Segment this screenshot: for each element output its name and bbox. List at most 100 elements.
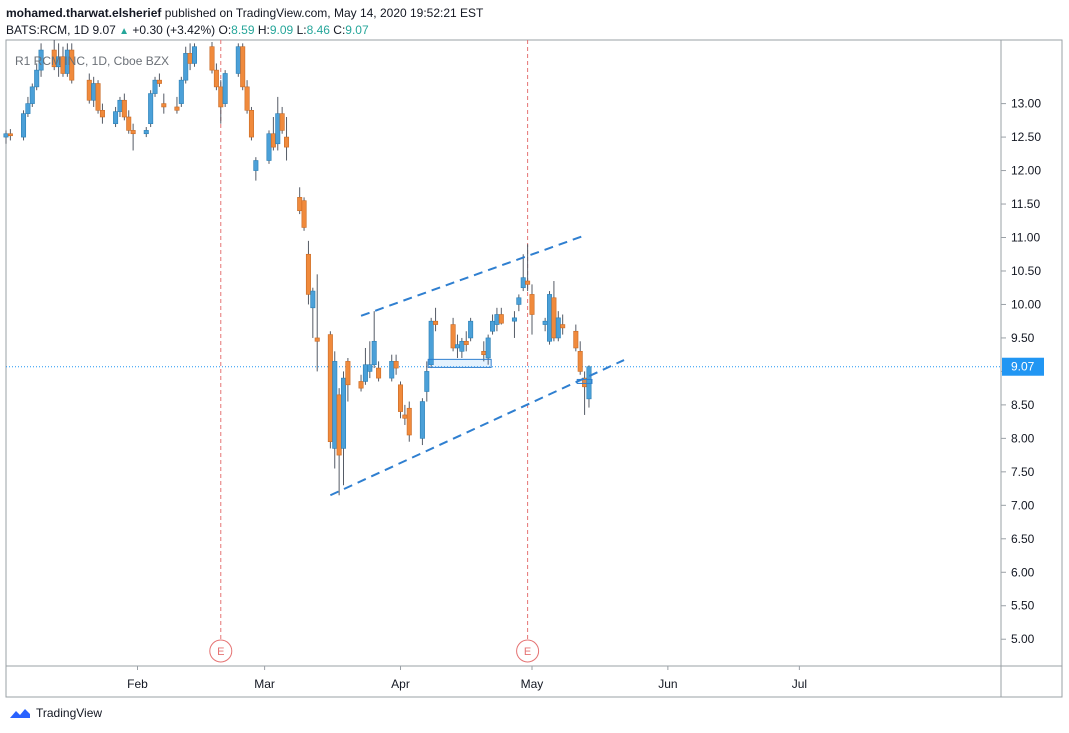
candle-body	[327, 334, 333, 443]
candle-body	[284, 136, 290, 148]
candle-body	[516, 297, 522, 305]
x-tick-label: Mar	[254, 677, 275, 691]
candle-body	[113, 111, 119, 124]
candle-body	[345, 361, 351, 386]
close-value: 9.07	[345, 23, 369, 37]
channel-trendline	[360, 234, 585, 317]
high-label: H:	[257, 23, 270, 37]
candle-body	[270, 133, 276, 148]
x-tick-label: Jul	[792, 677, 807, 691]
candle-body	[586, 366, 592, 400]
candle-body	[314, 337, 320, 342]
symbol-label: BATS:RCM, 1D	[6, 23, 90, 37]
candle-body	[3, 133, 9, 138]
ohlc-legend: BATS:RCM, 1D 9.07 ▲ +0.30 (+3.42%) O:8.5…	[6, 23, 369, 37]
candle-body	[547, 294, 553, 342]
candle-body	[560, 324, 566, 329]
channel-trendline	[329, 359, 625, 497]
candle-body	[7, 133, 13, 137]
candle-body	[542, 320, 548, 325]
candle-body	[485, 337, 491, 359]
candle-body	[191, 46, 197, 64]
candle-body	[367, 364, 373, 372]
candle-body	[218, 86, 224, 108]
candle-body	[279, 113, 285, 131]
y-tick-label: 12.50	[1011, 130, 1041, 144]
candle-body	[69, 49, 75, 81]
low-label: L:	[296, 23, 307, 37]
candle-body	[91, 83, 97, 101]
y-tick-label: 10.00	[1011, 297, 1041, 311]
candle-body	[494, 314, 500, 325]
candle-body	[376, 367, 382, 379]
candle-body	[389, 361, 395, 379]
x-tick-label: Jun	[658, 677, 677, 691]
candle-body	[310, 290, 316, 309]
candle-body	[419, 401, 425, 439]
candle-body	[555, 317, 561, 339]
candle-body	[121, 99, 127, 118]
candle-body	[551, 297, 557, 339]
y-tick-label: 8.50	[1011, 398, 1035, 412]
candle-body	[178, 79, 184, 104]
candle-body	[213, 69, 219, 88]
y-tick-label: 9.50	[1011, 331, 1035, 345]
candle-body	[341, 377, 347, 449]
candle-body	[21, 113, 27, 138]
y-tick-label: 6.50	[1011, 532, 1035, 546]
candle-body	[305, 253, 311, 295]
candle-body	[332, 361, 338, 449]
candle-body	[25, 103, 31, 114]
last-price: 9.07	[92, 23, 116, 37]
y-tick-label: 11.00	[1011, 231, 1040, 245]
y-tick-label: 8.00	[1011, 431, 1035, 445]
author-name[interactable]: mohamed.tharwat.elsherief	[6, 6, 162, 20]
candle-body	[161, 103, 167, 108]
candle-body	[525, 280, 531, 285]
candle-body	[248, 109, 254, 138]
candle-body	[266, 133, 272, 161]
candle-body	[38, 49, 44, 71]
brand-label: TradingView	[36, 706, 103, 720]
candle-body	[183, 53, 189, 81]
candle-body	[148, 93, 154, 124]
candle-body	[209, 46, 215, 71]
y-tick-label: 5.50	[1011, 599, 1035, 613]
candle-body	[297, 197, 303, 212]
candle-body	[253, 160, 259, 171]
candle-body	[240, 46, 246, 88]
candle-body	[511, 317, 517, 322]
y-tick-label: 13.00	[1011, 97, 1041, 111]
x-tick-label: Feb	[127, 677, 148, 691]
chart-title: R1 RCM INC, 1D, Cboe BZX	[15, 54, 169, 68]
candle-body	[187, 53, 193, 64]
candle-body	[222, 73, 228, 104]
x-tick-label: May	[521, 677, 544, 691]
candle-body	[397, 384, 403, 412]
candle-body	[275, 113, 281, 145]
candle-body	[156, 79, 162, 84]
candle-body	[402, 414, 408, 419]
candle-body	[481, 351, 487, 355]
tradingview-brand[interactable]: TradingView	[8, 706, 102, 720]
candle-body	[573, 330, 579, 349]
close-label: C:	[333, 23, 346, 37]
candle-body	[498, 314, 504, 324]
earnings-label: E	[524, 646, 531, 658]
earnings-marker	[516, 639, 540, 663]
support-zone	[427, 358, 492, 368]
published-text: published on TradingView.com, May 14, 20…	[164, 6, 484, 20]
candle-body	[95, 83, 101, 111]
candle-body	[34, 69, 40, 88]
candle-body	[117, 99, 123, 112]
y-tick-label: 12.00	[1011, 164, 1041, 178]
candle-body	[371, 340, 377, 366]
candle-body	[450, 324, 456, 349]
candle-body	[244, 86, 250, 111]
candle-body	[143, 130, 149, 135]
candle-body	[393, 361, 399, 369]
candle-body	[362, 364, 368, 382]
candle-body	[358, 381, 364, 389]
current-price-label: 9.07	[1011, 360, 1035, 374]
